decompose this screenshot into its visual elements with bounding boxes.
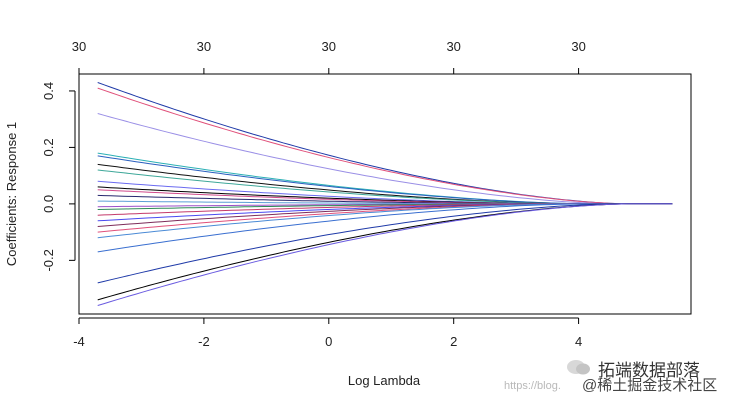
y-tick-label: 0.4 [41,82,56,100]
series-line-22 [97,203,673,301]
top-axis: 30 30 30 30 30 [72,39,586,75]
series-line-20 [97,203,673,253]
x-tick-label: 2 [450,334,457,349]
series-line-23 [97,203,673,306]
series-line-21 [97,203,673,284]
x-axis-label: Log Lambda [348,373,421,388]
plot-frame [78,73,692,315]
top-tick-label: 30 [446,39,460,54]
x-tick-label: 4 [575,334,582,349]
top-tick-label: 30 [72,39,86,54]
y-axis-label: Coefficients: Response 1 [4,122,19,266]
y-tick-label: 0.2 [41,138,56,156]
x-tick-label: -2 [198,334,210,349]
top-tick-label: 30 [322,39,336,54]
x-tick-label: -4 [73,334,85,349]
x-tick-label: 0 [325,334,332,349]
series-line-2 [97,87,673,205]
series-line-3 [97,113,673,205]
top-tick-label: 30 [197,39,211,54]
series-line-5 [97,155,673,205]
y-tick-label: 0.0 [41,195,56,213]
y-axis: -0.2 0.0 0.2 0.4 [41,82,76,272]
series-line-1 [97,82,673,205]
x-axis: -4 -2 0 2 4 [73,317,582,349]
series-layer [97,82,673,306]
y-tick-label: -0.2 [41,249,56,271]
top-tick-label: 30 [571,39,585,54]
